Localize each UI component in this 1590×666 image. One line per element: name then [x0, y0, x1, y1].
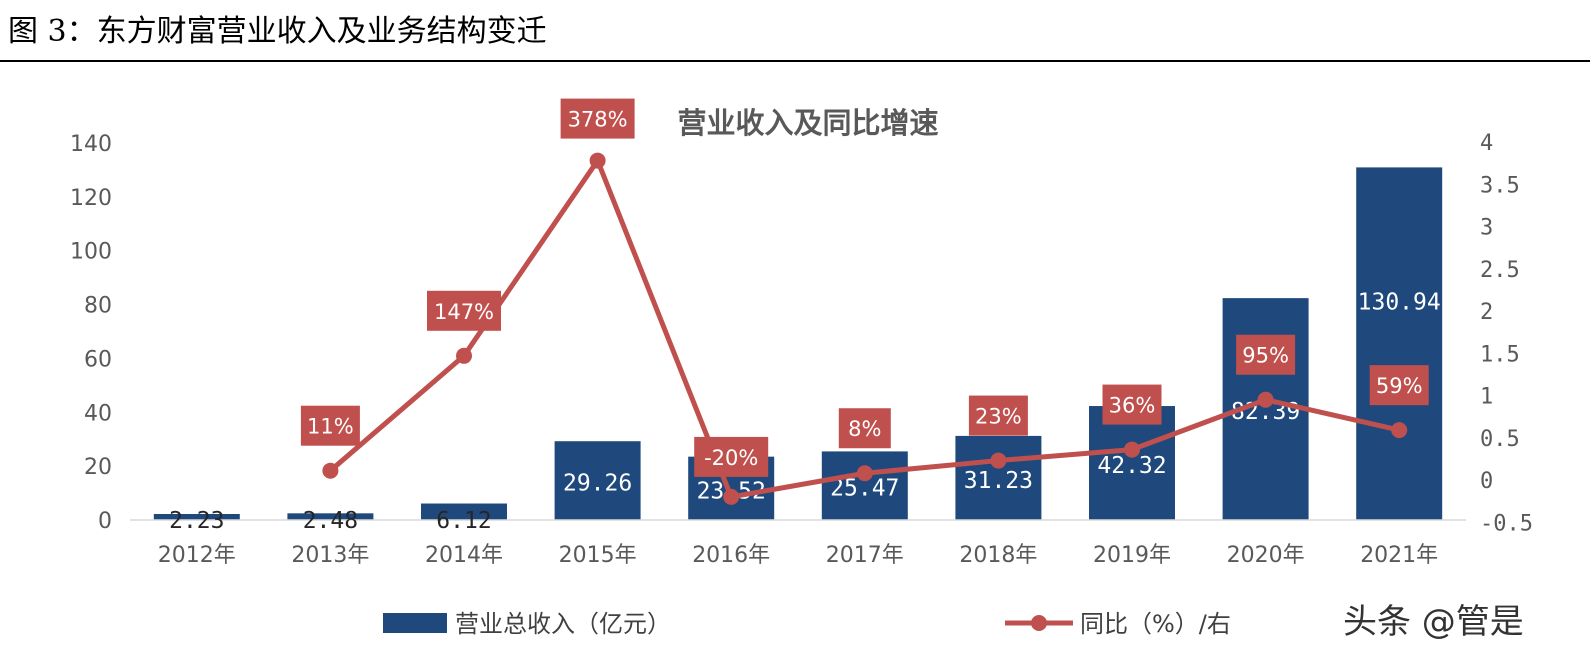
growth-label: 36%	[1109, 394, 1156, 418]
growth-label-box	[968, 395, 1028, 436]
revenue-bar	[421, 503, 507, 520]
x-tick-label: 2020年	[1227, 543, 1305, 568]
y-right-tick-label: 3.5	[1480, 173, 1520, 198]
x-tick-label: 2015年	[559, 543, 637, 568]
y-left-tick-label: 80	[84, 294, 112, 319]
y-right-tick-label: 3	[1480, 216, 1493, 241]
growth-label-box	[1369, 365, 1429, 406]
x-tick-label: 2016年	[692, 543, 770, 568]
revenue-bar	[955, 435, 1042, 520]
y-right-tick-label: 2	[1480, 300, 1493, 325]
y-right-tick-label: -0.5	[1480, 511, 1533, 536]
growth-point	[589, 152, 606, 169]
y-left-tick-label: 100	[70, 240, 112, 265]
y-left-tick-label: 60	[84, 347, 112, 372]
bar-value-label: 31.23	[964, 468, 1033, 494]
bar-value-label: 6.12	[436, 508, 491, 534]
growth-point	[322, 462, 339, 479]
x-tick-label: 2017年	[826, 543, 904, 568]
growth-label-box	[1236, 334, 1296, 375]
y-right-tick-label: 0.5	[1480, 427, 1520, 452]
y-left-tick-label: 120	[70, 186, 112, 211]
growth-point	[990, 452, 1007, 469]
y-left-tick-label: 20	[84, 455, 112, 480]
y-right-tick-label: 2.5	[1480, 258, 1520, 283]
growth-point	[856, 465, 873, 482]
growth-label: -20%	[704, 446, 758, 470]
y-right-tick-label: 1	[1480, 385, 1493, 410]
bar-value-label: 130.94	[1358, 289, 1441, 315]
growth-label: 147%	[434, 300, 494, 324]
caption-divider	[0, 60, 1590, 62]
growth-label: 11%	[307, 415, 354, 439]
y-right-tick-label: 4	[1480, 131, 1493, 156]
bar-value-label: 29.26	[563, 471, 632, 497]
revenue-bar	[554, 441, 641, 520]
growth-point	[723, 488, 740, 505]
bar-value-label: 2.23	[169, 508, 224, 534]
x-tick-label: 2019年	[1093, 543, 1171, 568]
bar-value-label: 2.48	[303, 508, 358, 534]
growth-label-box	[427, 290, 501, 331]
growth-label-box	[838, 408, 891, 449]
growth-label: 59%	[1376, 374, 1423, 398]
growth-label-box	[694, 436, 769, 477]
growth-label-box	[560, 98, 635, 139]
growth-label: 95%	[1242, 344, 1289, 368]
y-left-tick-label: 40	[84, 401, 112, 426]
revenue-bar	[1089, 406, 1175, 520]
growth-point	[1391, 422, 1408, 439]
revenue-bar	[821, 451, 908, 520]
revenue-bar	[153, 513, 240, 520]
y-left-tick-label: 140	[70, 132, 112, 157]
y-right-tick-label: 1.5	[1480, 342, 1520, 367]
legend-swatch-revenue	[383, 613, 447, 633]
growth-label: 23%	[975, 405, 1022, 429]
watermark: 头条 @管是	[1343, 602, 1524, 642]
revenue-bar	[287, 513, 374, 520]
growth-label: 378%	[568, 108, 628, 132]
legend-swatch-growth-point	[1031, 615, 1047, 631]
chart-title: 营业收入及同比增速	[677, 106, 938, 140]
legend-label-growth: 同比（%）/右	[1080, 610, 1231, 638]
growth-label: 8%	[848, 417, 881, 441]
x-tick-label: 2012年	[158, 543, 236, 568]
growth-label-box	[1102, 384, 1162, 425]
figure-caption: 图 3：东方财富营业收入及业务结构变迁	[8, 14, 547, 49]
y-left-tick-label: 0	[98, 509, 112, 534]
growth-label-box	[300, 405, 360, 446]
x-tick-label: 2014年	[425, 543, 503, 568]
x-tick-label: 2021年	[1360, 543, 1438, 568]
revenue-bar	[1356, 167, 1443, 521]
growth-point	[456, 347, 472, 364]
growth-point	[1124, 441, 1140, 458]
growth-point	[1257, 391, 1274, 408]
x-tick-label: 2018年	[959, 543, 1037, 568]
y-right-tick-label: 0	[1480, 469, 1493, 494]
legend-label-revenue: 营业总收入（亿元）	[455, 610, 671, 638]
x-tick-label: 2013年	[291, 543, 369, 568]
